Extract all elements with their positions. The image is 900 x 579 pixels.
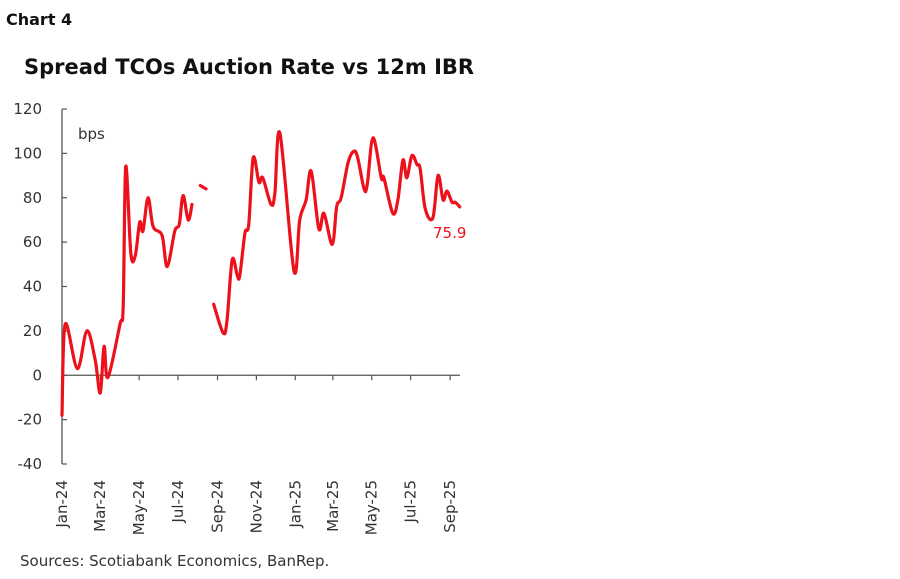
x-tick-label: Jan-25: [286, 480, 304, 529]
x-tick-label: Nov-24: [247, 480, 265, 533]
x-tick-label: Mar-25: [324, 480, 342, 532]
axes: -40 -20 0 20 40 60 80 100 120 Jan-24 Mar-24 May-24 J…: [13, 100, 460, 535]
line-segment: [212, 130, 462, 336]
series-line: [60, 130, 462, 417]
y-tick-label: 60: [23, 233, 42, 251]
x-tick-label: Mar-24: [91, 480, 109, 532]
chart-title: Spread TCOs Auction Rate vs 12m IBR: [24, 55, 474, 79]
x-tick-label: Jul-24: [169, 480, 187, 524]
y-tick-label: 80: [23, 189, 42, 207]
line-segment: [60, 164, 194, 417]
y-axis-unit: bps: [78, 125, 105, 143]
x-tick-label: May-25: [363, 480, 381, 535]
y-tick-label: -20: [18, 411, 43, 429]
line-segment: [198, 183, 208, 191]
y-tick-label: 40: [23, 278, 42, 296]
sources-note: Sources: Scotiabank Economics, BanRep.: [20, 552, 329, 570]
y-tick-label: -40: [18, 455, 43, 473]
x-tick-label: Sep-24: [209, 480, 227, 533]
y-tick-label: 120: [13, 100, 42, 118]
last-value-label: 75.9: [433, 224, 466, 242]
chart-number: Chart 4: [6, 10, 72, 29]
y-tick-label: 0: [32, 366, 42, 384]
x-tick-label: Jan-24: [53, 480, 71, 529]
y-tick-label: 20: [23, 322, 42, 340]
x-tick-label: May-24: [130, 480, 148, 535]
x-tick-label: Sep-25: [441, 480, 459, 533]
x-tick-label: Jul-25: [402, 480, 420, 524]
y-tick-label: 100: [13, 144, 42, 162]
